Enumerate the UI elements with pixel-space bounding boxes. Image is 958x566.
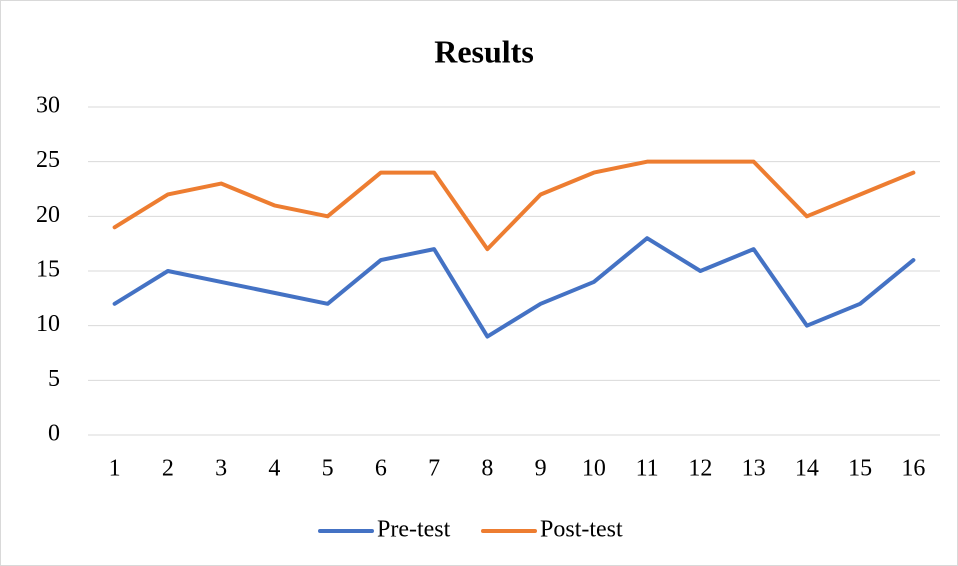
x-tick-label: 16 xyxy=(901,456,925,482)
y-tick-label: 10 xyxy=(36,311,60,337)
x-tick-label: 5 xyxy=(322,456,334,482)
y-tick-label: 0 xyxy=(48,421,60,447)
legend-label: Post-test xyxy=(540,517,623,543)
x-tick-label: 10 xyxy=(582,456,606,482)
y-tick-label: 5 xyxy=(48,366,60,392)
x-tick-label: 15 xyxy=(848,456,872,482)
x-tick-label: 7 xyxy=(428,456,440,482)
x-tick-label: 1 xyxy=(109,456,121,482)
x-tick-label: 3 xyxy=(215,456,227,482)
y-tick-label: 25 xyxy=(36,147,60,173)
x-tick-label: 2 xyxy=(162,456,174,482)
y-tick-label: 15 xyxy=(36,257,60,283)
x-tick-label: 12 xyxy=(688,456,712,482)
y-tick-label: 30 xyxy=(36,93,60,119)
x-tick-label: 6 xyxy=(375,456,387,482)
legend-label: Pre-test xyxy=(377,517,451,543)
x-tick-label: 11 xyxy=(636,456,659,482)
x-tick-label: 14 xyxy=(795,456,819,482)
x-tick-label: 9 xyxy=(535,456,547,482)
data-line xyxy=(112,236,916,339)
x-tick-label: 13 xyxy=(742,456,766,482)
y-tick-label: 20 xyxy=(36,202,60,228)
x-tick-label: 4 xyxy=(268,456,280,482)
chart-title: Results xyxy=(434,33,534,69)
data-line xyxy=(112,159,916,252)
x-tick-label: 8 xyxy=(481,456,493,482)
